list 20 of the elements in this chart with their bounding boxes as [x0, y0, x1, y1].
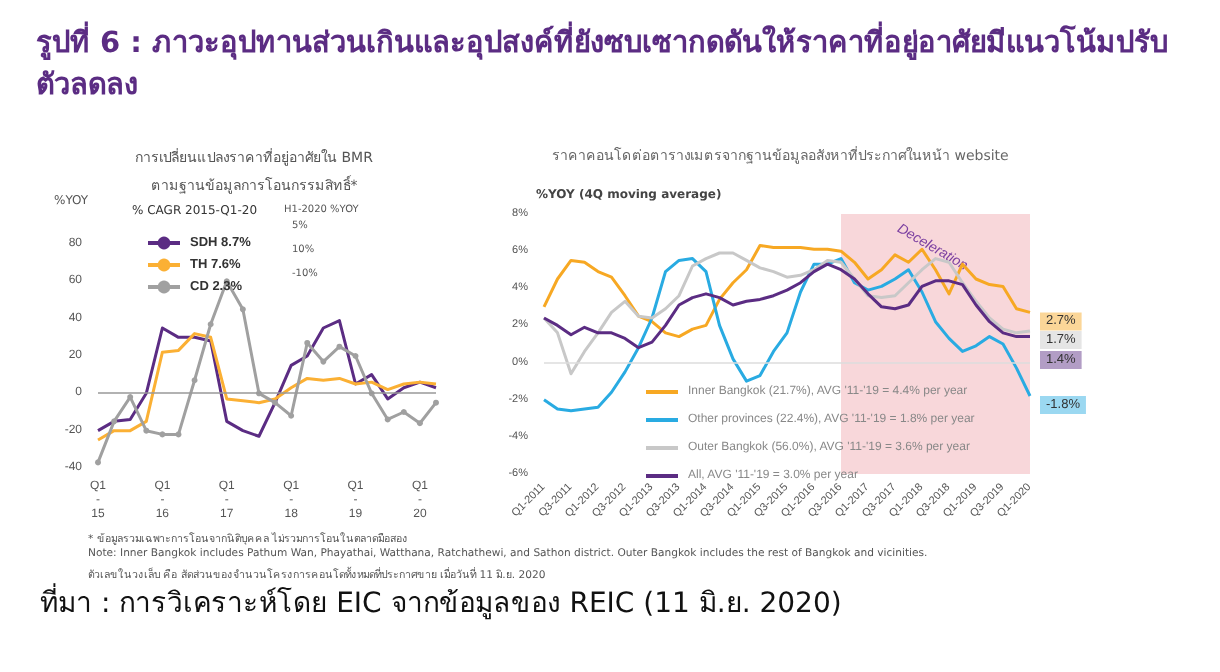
point [272, 399, 279, 406]
point [175, 431, 182, 438]
point [288, 412, 295, 419]
point [111, 418, 118, 425]
point [416, 420, 423, 427]
point [95, 459, 101, 466]
point [352, 353, 359, 359]
point [433, 399, 439, 406]
point [143, 427, 150, 434]
point [400, 409, 407, 415]
point [336, 343, 343, 350]
line-series [95, 278, 439, 466]
point [207, 321, 214, 328]
point [159, 431, 166, 438]
text: รูปที่ 6 : ภาวะอุปทานส่วนเกินและอุปสงค์ที่ยังซบเซากดดันให้ราคาที่อยู่อาศัยมีแนวโน้มปรับตัวลดลง [36, 24, 1171, 106]
point [304, 339, 311, 346]
point [239, 306, 246, 313]
text: ที่มา : การวิเคราะห์โดย EIC จากข้อมูลของ REIC (11 มิ.ย. 2020) [40, 581, 842, 624]
point [320, 358, 327, 365]
point [191, 377, 198, 384]
